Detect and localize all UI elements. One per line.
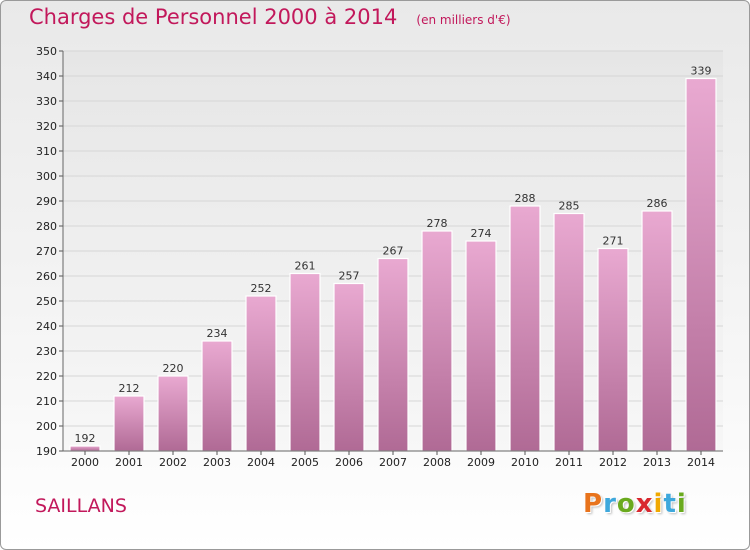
bar [421, 230, 453, 452]
bar [685, 77, 717, 452]
axis-layer: 190 200 210 220 230 240 250 260 270 280 290 300 310 3… [36, 45, 723, 469]
y-tick-label: 340 [36, 70, 57, 83]
y-tick-label: 240 [36, 320, 57, 333]
bar [509, 205, 541, 452]
data-label: 212 [119, 382, 140, 395]
x-tick-label: 2005 [291, 456, 319, 469]
y-tick-label: 300 [36, 170, 57, 183]
y-tick-label: 350 [36, 45, 57, 58]
x-tick-label: 2012 [599, 456, 627, 469]
x-tick-label: 2013 [643, 456, 671, 469]
bar [289, 272, 321, 452]
data-label: 267 [383, 245, 404, 258]
y-tick-label: 230 [36, 345, 57, 358]
title-row: Charges de Personnel 2000 à 2014 (en mil… [29, 5, 511, 29]
x-tick-label: 2014 [687, 456, 715, 469]
logo-letter: i [676, 489, 687, 519]
proxiti-logo: Proxiti [583, 489, 687, 519]
data-label: 288 [515, 192, 536, 205]
y-tick-label: 190 [36, 445, 57, 458]
data-label: 274 [471, 227, 492, 240]
data-label: 285 [559, 200, 580, 213]
logo-letter: i [653, 489, 664, 519]
x-tick-label: 2006 [335, 456, 363, 469]
x-tick-label: 2004 [247, 456, 275, 469]
x-tick-label: 2007 [379, 456, 407, 469]
bar [201, 340, 233, 452]
data-label: 286 [647, 197, 668, 210]
x-tick-label: 2010 [511, 456, 539, 469]
x-tick-label: 2002 [159, 456, 187, 469]
x-tick-label: 2008 [423, 456, 451, 469]
x-tick-label: 2003 [203, 456, 231, 469]
bar [157, 375, 189, 452]
x-tick-label: 2000 [71, 456, 99, 469]
y-tick-label: 260 [36, 270, 57, 283]
bar [333, 282, 365, 452]
bar [553, 212, 585, 452]
data-label: 192 [75, 432, 96, 445]
bar [465, 240, 497, 452]
chart-title: Charges de Personnel 2000 à 2014 [29, 5, 398, 29]
y-tick-label: 220 [36, 370, 57, 383]
place-name: SAILLANS [35, 495, 127, 517]
logo-letter: x [635, 489, 654, 519]
logo-letter: o [616, 489, 636, 519]
bar [597, 247, 629, 452]
data-label: 252 [251, 282, 272, 295]
bar [69, 445, 101, 452]
chart-subtitle: (en milliers d'€) [416, 13, 511, 27]
bar-layer: 192 212 220 234 252 261 257 267 278 274 288 285 271 2… [69, 65, 717, 452]
bar [641, 210, 673, 452]
y-tick-label: 320 [36, 120, 57, 133]
x-tick-label: 2009 [467, 456, 495, 469]
data-label: 339 [691, 65, 712, 78]
data-label: 261 [295, 260, 316, 273]
y-tick-label: 270 [36, 245, 57, 258]
data-label: 234 [207, 327, 228, 340]
x-tick-label: 2011 [555, 456, 583, 469]
data-label: 220 [163, 362, 184, 375]
y-tick-label: 200 [36, 420, 57, 433]
x-tick-label: 2001 [115, 456, 143, 469]
y-tick-label: 330 [36, 95, 57, 108]
logo-letter: t [663, 489, 677, 519]
data-label: 278 [427, 217, 448, 230]
data-label: 271 [603, 235, 624, 248]
bar [377, 257, 409, 452]
bar [113, 395, 145, 452]
y-tick-label: 280 [36, 220, 57, 233]
y-tick-label: 250 [36, 295, 57, 308]
logo-letter: r [603, 489, 617, 519]
y-tick-label: 290 [36, 195, 57, 208]
bar [245, 295, 277, 452]
logo-letter: P [583, 489, 604, 519]
data-label: 257 [339, 270, 360, 283]
y-tick-label: 310 [36, 145, 57, 158]
y-tick-label: 210 [36, 395, 57, 408]
